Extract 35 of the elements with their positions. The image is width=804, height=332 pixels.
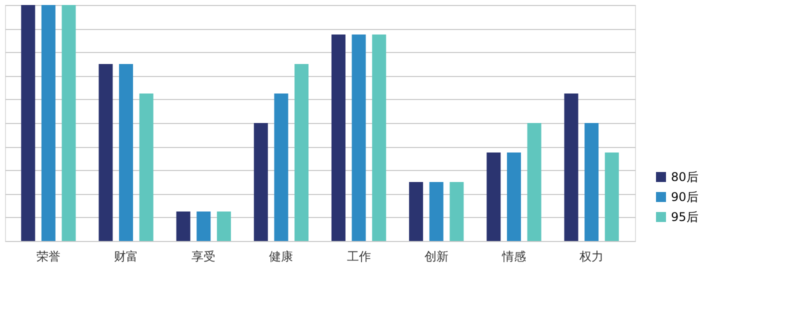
legend-label: 80后 <box>671 170 698 184</box>
bar <box>584 123 599 241</box>
bar <box>294 64 309 241</box>
bar <box>98 64 113 241</box>
legend-label: 90后 <box>671 190 698 204</box>
bar <box>216 212 231 241</box>
bar <box>409 182 424 241</box>
legend-label: 95后 <box>671 210 698 224</box>
bar <box>274 94 288 241</box>
bar <box>564 94 578 241</box>
bar <box>41 5 56 241</box>
bar <box>450 182 464 241</box>
bar <box>506 152 521 241</box>
x-tick-label: 工作 <box>346 250 371 264</box>
bar <box>527 123 542 241</box>
x-tick-label: 享受 <box>192 250 216 264</box>
x-tick-label: 创新 <box>424 250 448 264</box>
bar <box>604 152 619 241</box>
bar <box>62 5 76 241</box>
bar <box>429 182 444 241</box>
bar <box>21 5 36 241</box>
x-tick-label: 权力 <box>578 250 604 264</box>
bar <box>119 64 134 241</box>
x-tick-label: 健康 <box>269 250 294 264</box>
bar <box>176 212 190 241</box>
bar <box>372 34 386 241</box>
bar <box>486 152 501 241</box>
bar <box>331 34 346 241</box>
x-tick-label: 财富 <box>114 250 138 264</box>
x-tick-label: 荣誉 <box>36 250 60 264</box>
bar <box>254 123 268 241</box>
bar <box>196 212 211 241</box>
x-tick-label: 情感 <box>500 250 526 264</box>
bar <box>139 94 154 241</box>
bar <box>352 34 366 241</box>
